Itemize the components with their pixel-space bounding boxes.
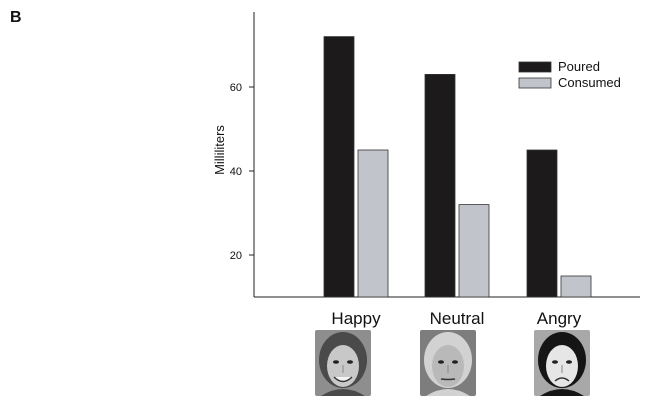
- bar-poured-angry: [526, 149, 558, 298]
- bar-poured-neutral: [424, 74, 456, 298]
- bar-poured-happy: [323, 36, 355, 298]
- bar-consumed-happy: [357, 149, 389, 298]
- neutral-face: [420, 330, 476, 396]
- bar-consumed-angry: [560, 275, 592, 298]
- y-tick-label: 60: [230, 82, 242, 94]
- y-tick-label: 40: [230, 166, 242, 178]
- category-label-neutral: Neutral: [430, 309, 485, 328]
- y-tick-label: 20: [230, 250, 242, 262]
- bars: Happy Neutral Angry: [323, 36, 592, 328]
- category-label-happy: Happy: [331, 309, 381, 328]
- legend-label-poured: Poured: [558, 59, 600, 74]
- bar-consumed-neutral: [458, 204, 490, 298]
- legend-swatch-consumed: [518, 77, 552, 89]
- happy-face: [315, 330, 371, 396]
- category-label-angry: Angry: [537, 309, 582, 328]
- panel-label: B: [10, 9, 22, 26]
- smiling-face-photo: [315, 330, 371, 396]
- angry-face-photo: [534, 330, 590, 396]
- legend-label-consumed: Consumed: [558, 75, 621, 90]
- y-axis-label: Milliliters: [212, 125, 227, 175]
- angry-face: [534, 330, 590, 396]
- neutral-face-photo: [420, 330, 476, 396]
- legend-swatch-poured: [518, 61, 552, 73]
